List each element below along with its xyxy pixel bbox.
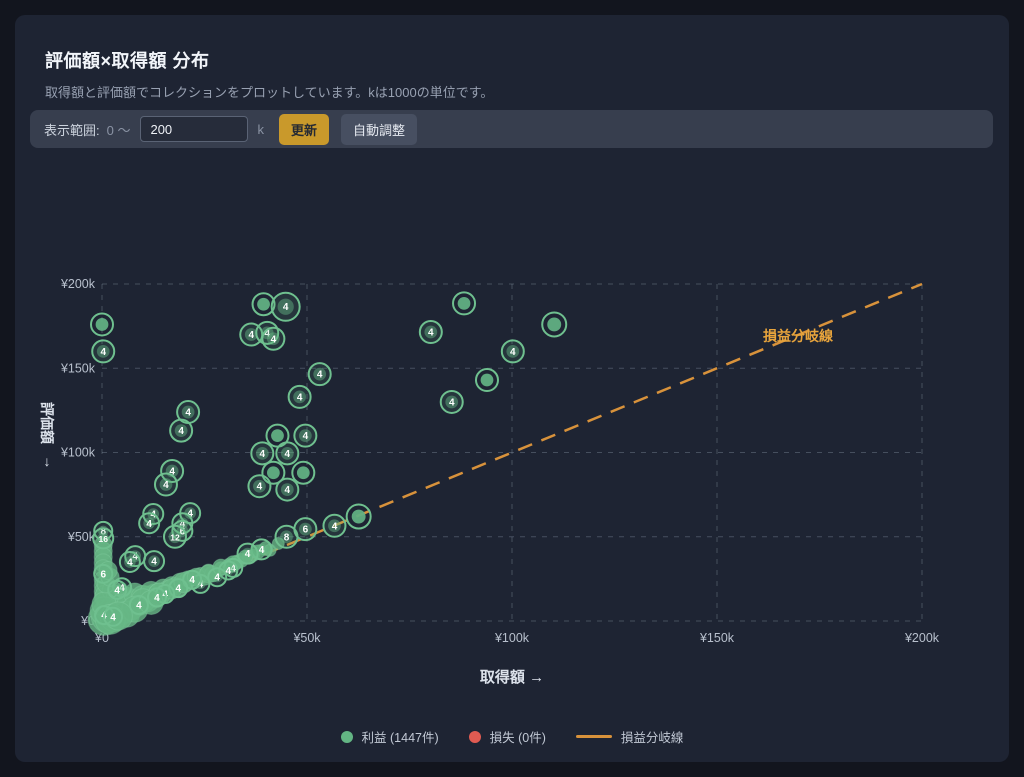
legend-item-profit[interactable]: 利益 (1447件) [340, 727, 439, 746]
range-unit: k [257, 121, 264, 137]
page-subtitle: 取得額と評価額でコレクションをプロットしています。kは1000の単位です。 [45, 85, 494, 100]
legend-item-loss[interactable]: 損失 (0件) [468, 727, 546, 746]
update-button[interactable]: 更新 [278, 113, 329, 145]
page-title: 評価額×取得額 分布 [45, 51, 210, 71]
chart-legend: 利益 (1447件) 損失 (0件) 損益分岐線 [0, 727, 1024, 746]
legend-item-breakeven[interactable]: 損益分岐線 [575, 727, 684, 746]
range-label: 表示範囲: [44, 122, 100, 138]
distribution-card: 評価額×取得額 分布 取得額と評価額でコレクションをプロットしています。kは10… [15, 15, 1009, 762]
loss-legend-marker [468, 730, 481, 743]
range-max-input[interactable] [140, 116, 249, 142]
y-axis-arrow-icon: ↓ [43, 453, 51, 469]
breakeven-legend-marker [575, 735, 612, 738]
range-prefix: 0 ～ [106, 122, 131, 138]
x-axis-title: 取得額 → [479, 669, 545, 686]
y-axis-title: 評価額 ↓ [34, 402, 60, 469]
y-axis-title-text: 評価額 [39, 402, 55, 444]
legend-label: 損益分岐線 [620, 731, 684, 745]
legend-label: 利益 (1447件) [361, 731, 439, 745]
legend-label: 損失 (0件) [489, 731, 546, 745]
auto-adjust-button[interactable]: 自動調整 [340, 113, 417, 145]
range-controls-bar: 表示範囲: 0 ～ k 更新 自動調整 [30, 110, 993, 148]
profit-legend-marker [340, 730, 353, 743]
